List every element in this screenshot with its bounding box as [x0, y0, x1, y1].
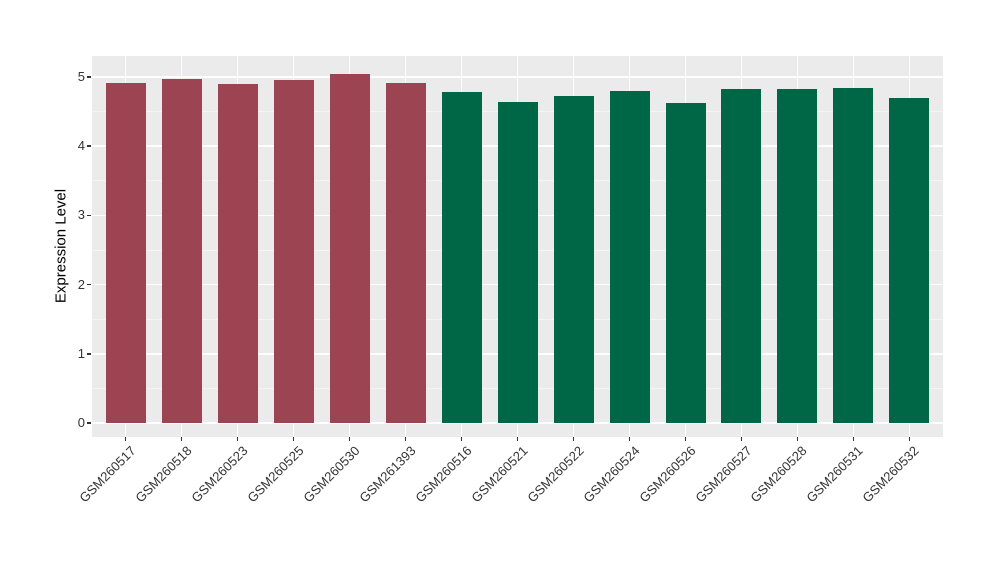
x-tick-label: GSM260530	[299, 443, 363, 506]
x-tick-label: GSM260522	[523, 443, 587, 506]
bar	[217, 83, 258, 423]
y-tick-mark	[87, 76, 91, 78]
bar	[273, 79, 314, 423]
y-tick-mark	[87, 422, 91, 424]
bar	[665, 103, 706, 423]
x-tick-mark	[404, 437, 407, 441]
x-tick-label: GSM260524	[579, 443, 643, 506]
bar	[161, 79, 202, 423]
x-tick-label: GSM260518	[131, 443, 195, 506]
x-tick-label: GSM260531	[803, 443, 867, 506]
bar	[441, 92, 482, 423]
x-tick-label: GSM260517	[75, 443, 139, 506]
x-tick-label: GSM261393	[355, 443, 419, 506]
y-tick-mark	[87, 145, 91, 147]
bar	[609, 90, 650, 423]
x-tick-label: GSM260527	[691, 443, 755, 506]
y-tick-label: 4	[77, 138, 85, 154]
x-tick-mark	[460, 437, 463, 441]
plot-panel	[92, 56, 943, 437]
bar	[497, 101, 538, 423]
y-tick-label: 2	[77, 276, 85, 292]
y-tick-label: 1	[77, 345, 85, 361]
x-tick-mark	[180, 437, 183, 441]
bar	[833, 88, 874, 423]
x-tick-mark	[740, 437, 743, 441]
x-tick-mark	[852, 437, 855, 441]
bar	[721, 89, 762, 423]
x-tick-label: GSM260521	[467, 443, 531, 506]
x-tick-mark	[572, 437, 575, 441]
x-tick-mark	[908, 437, 911, 441]
x-tick-label: GSM260516	[411, 443, 475, 506]
y-tick-mark	[87, 283, 91, 286]
x-tick-mark	[796, 437, 799, 441]
x-tick-mark	[348, 437, 351, 441]
x-tick-mark	[236, 437, 239, 441]
x-tick-mark	[628, 437, 631, 441]
bar	[889, 98, 930, 423]
y-tick-label: 0	[77, 415, 85, 430]
bar	[329, 74, 370, 423]
bar	[553, 95, 594, 423]
x-tick-label: GSM260528	[747, 443, 811, 506]
bar	[777, 89, 818, 423]
x-tick-mark	[292, 437, 295, 441]
y-tick-label: 5	[77, 69, 85, 84]
y-tick-mark	[87, 214, 91, 217]
x-tick-label: GSM260525	[243, 443, 307, 506]
y-tick-label: 3	[77, 207, 85, 223]
x-tick-mark	[516, 437, 519, 441]
bar	[105, 82, 146, 423]
x-tick-label: GSM260526	[635, 443, 699, 506]
x-tick-label: GSM260523	[187, 443, 251, 506]
x-tick-mark	[124, 437, 127, 441]
x-tick-mark	[684, 437, 687, 441]
bar	[385, 82, 426, 423]
x-tick-label: GSM260532	[859, 443, 923, 506]
y-tick-mark	[87, 353, 91, 355]
